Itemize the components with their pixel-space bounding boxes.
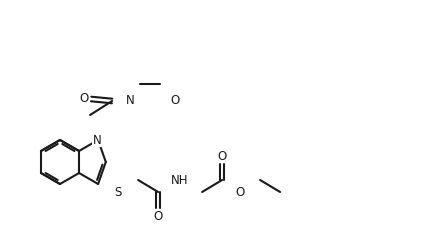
Text: O: O xyxy=(79,92,89,106)
Text: O: O xyxy=(154,210,163,222)
Text: NH: NH xyxy=(171,173,189,186)
Text: O: O xyxy=(171,94,180,107)
Text: O: O xyxy=(217,149,227,162)
Text: N: N xyxy=(93,134,102,146)
Text: O: O xyxy=(236,185,245,198)
Text: N: N xyxy=(126,94,135,107)
Text: S: S xyxy=(115,185,122,198)
